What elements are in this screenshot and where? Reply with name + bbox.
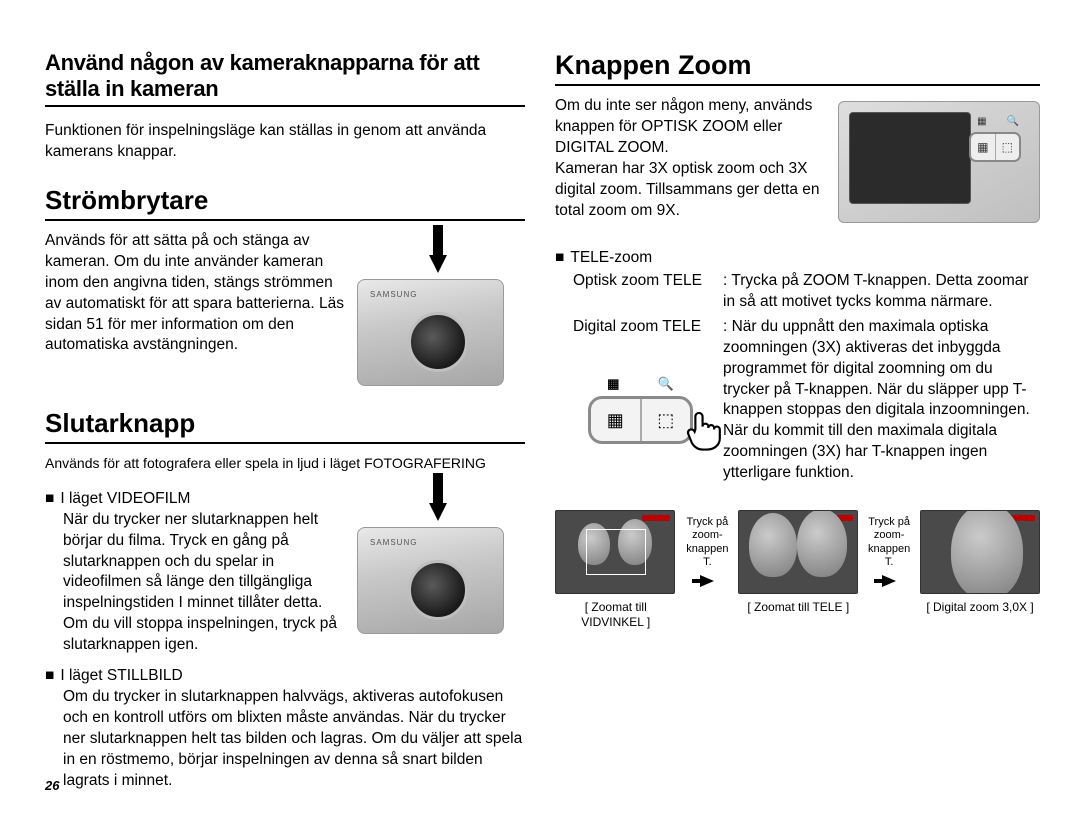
right-column: Knappen Zoom Om du inte ser någon meny, … [555, 50, 1040, 630]
zoom-heading: Knappen Zoom [555, 50, 1040, 86]
video-body: När du trycker ner slutarknappen helt bö… [63, 510, 345, 656]
power-body: Används för att sätta på och stänga av k… [45, 231, 345, 386]
tele-table: Optisk zoom TELE : Trycka på ZOOM T-knap… [573, 271, 1040, 484]
seq-2: [ Zoomat till TELE ] [738, 510, 858, 615]
wide-button: ▦ [591, 399, 642, 441]
zoom-control-diagram: ▦ 🔍 ▦ ⬚ [588, 375, 693, 445]
still-mode: ■ I läget STILLBILD [45, 666, 525, 687]
magnifier-icon: 🔍 [658, 375, 674, 393]
seq-1: [ Zoomat till VIDVINKEL ] [555, 510, 676, 630]
press-label-1: Tryck på zoom-knappen T. [682, 516, 732, 569]
arrow-stem [433, 225, 443, 255]
square-bullet-icon: ■ [45, 666, 54, 687]
seq-arrow-2: Tryck på zoom-knappen T. [864, 510, 914, 591]
left-column: Använd någon av kameraknapparna för att … [45, 50, 525, 792]
caption-2: [ Zoomat till TELE ] [738, 600, 858, 615]
shutter-heading: Slutarknapp [45, 408, 525, 444]
optical-text: : Trycka på ZOOM T-knappen. Detta zoomar… [723, 271, 1040, 313]
tele-section: ■ TELE-zoom [555, 248, 1040, 269]
video-title: I läget VIDEOFILM [60, 489, 190, 510]
intro-text: Funktionen för inspelningsläge kan ställ… [45, 121, 525, 163]
still-body: Om du trycker in slutarknappen halvvägs,… [63, 687, 525, 792]
wide-button-icon: ▦ [971, 134, 996, 160]
seq-3: [ Digital zoom 3,0X ] [920, 510, 1040, 615]
arrow-down-icon [429, 503, 447, 521]
sample-photo-tele [738, 510, 858, 594]
arrow-down-icon [429, 255, 447, 273]
square-bullet-icon: ■ [555, 248, 564, 269]
hand-press-icon [681, 405, 727, 451]
zoom-intro: Om du inte ser någon meny, används knapp… [555, 96, 825, 222]
tele-title: TELE-zoom [570, 248, 652, 269]
camera-image: SAMSUNG [357, 279, 504, 386]
shutter-illustration: SAMSUNG [357, 479, 525, 656]
zoom-sequence: [ Zoomat till VIDVINKEL ] Tryck på zoom-… [555, 510, 1040, 630]
caption-3: [ Digital zoom 3,0X ] [920, 600, 1040, 615]
press-label-2: Tryck på zoom-knappen T. [864, 516, 914, 569]
seq-arrow-1: Tryck på zoom-knappen T. [682, 510, 732, 591]
tele-button-icon: ⬚ [996, 134, 1020, 160]
caption-1: [ Zoomat till VIDVINKEL ] [555, 600, 676, 630]
square-bullet-icon: ■ [45, 489, 54, 510]
top-heading: Använd någon av kameraknapparna för att … [45, 50, 525, 107]
power-heading: Strömbrytare [45, 185, 525, 221]
arrow-right-icon [882, 575, 896, 587]
arrow-stem [433, 473, 443, 503]
manual-page: Använd någon av kameraknapparna för att … [0, 0, 1080, 815]
page-number: 26 [45, 778, 59, 793]
sample-photo-wide [555, 510, 675, 594]
still-title: I läget STILLBILD [60, 666, 182, 687]
shutter-intro: Används för att fotografera eller spela … [45, 454, 525, 473]
optical-label: Optisk zoom TELE [573, 271, 723, 313]
camera-back-image: ▦🔍 ▦ ⬚ [838, 101, 1040, 223]
arrow-right-icon [700, 575, 714, 587]
wide-symbol-icon: ▦ [607, 375, 619, 393]
camera-image: SAMSUNG [357, 527, 504, 634]
video-mode: ■ I läget VIDEOFILM [45, 489, 345, 510]
power-illustration: SAMSUNG [357, 231, 525, 386]
digital-text: : När du uppnått den maximala optiska zo… [723, 318, 1030, 481]
sample-photo-digital [920, 510, 1040, 594]
zoom-rocker-image: ▦ ⬚ [969, 132, 1021, 162]
